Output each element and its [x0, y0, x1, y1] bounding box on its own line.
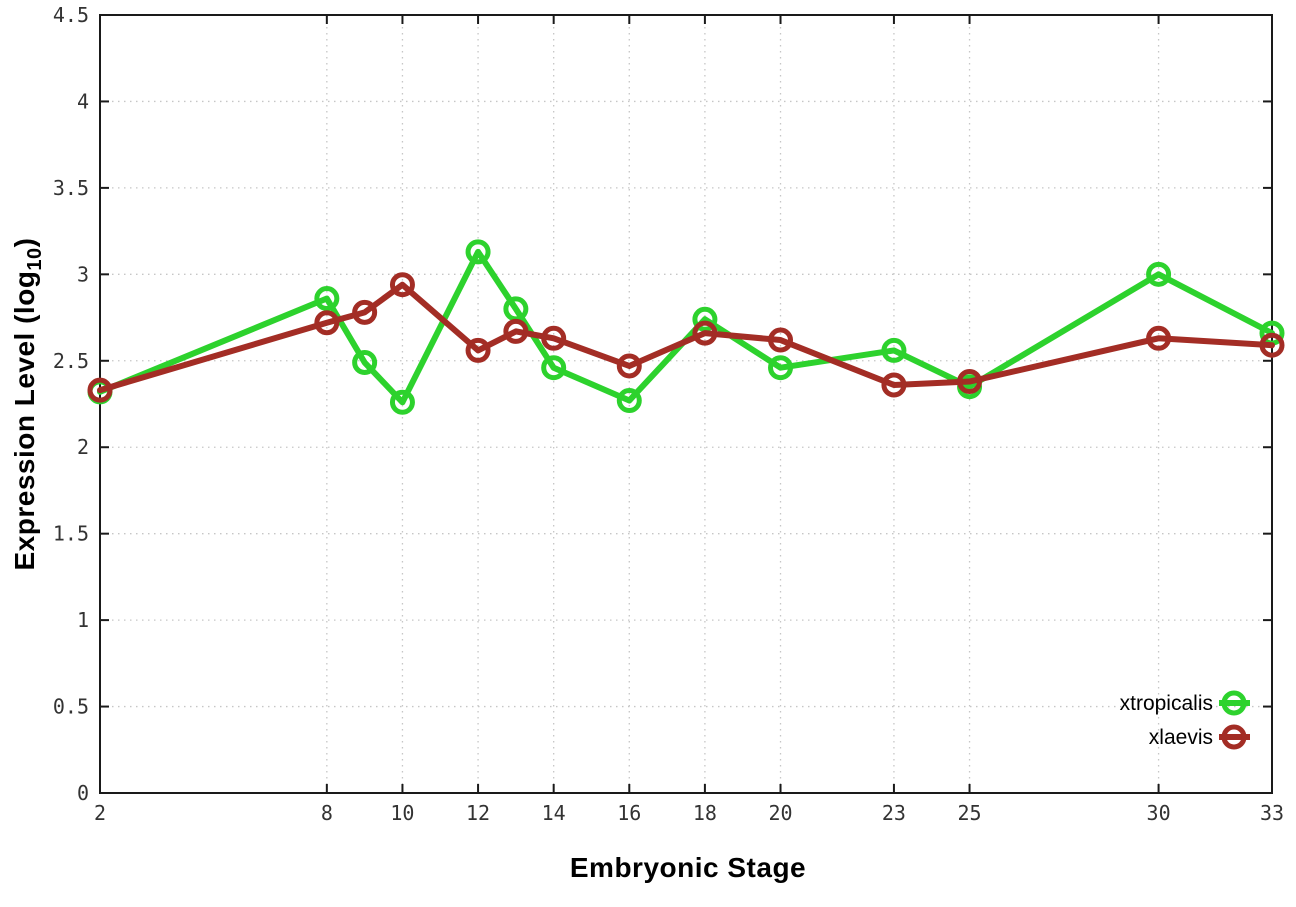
data-marker-xlaevis	[389, 272, 415, 298]
y-tick-label: 3	[77, 262, 89, 286]
x-tick-label: 12	[466, 801, 490, 825]
legend-label-xlaevis: xlaevis	[1149, 726, 1213, 749]
data-marker-xtropicalis	[314, 286, 340, 312]
data-marker-xlaevis	[1259, 332, 1285, 358]
data-marker-xlaevis	[692, 320, 718, 346]
data-marker-xlaevis	[352, 299, 378, 325]
data-marker-xtropicalis	[881, 337, 907, 363]
x-tick-label: 30	[1147, 801, 1171, 825]
y-axis-title-subscript: 10	[23, 247, 46, 271]
x-tick-label: 18	[693, 801, 717, 825]
data-marker-xtropicalis	[465, 239, 491, 265]
legend-marker-xtropicalis	[1221, 690, 1247, 716]
data-marker-xlaevis	[465, 337, 491, 363]
data-marker-xtropicalis	[541, 355, 567, 381]
data-marker-xlaevis	[881, 372, 907, 398]
x-axis-title: Embryonic Stage	[569, 852, 807, 883]
y-tick-label: 4	[77, 89, 89, 113]
y-tick-label: 1.5	[53, 522, 89, 546]
x-tick-label: 2	[94, 801, 106, 825]
data-marker-xtropicalis	[768, 355, 794, 381]
y-tick-label: 0.5	[53, 695, 89, 719]
data-marker-xlaevis	[87, 377, 113, 403]
data-marker-xlaevis	[503, 318, 529, 344]
y-axis-title: Expression Level (log10)	[9, 238, 47, 571]
data-marker-xtropicalis	[692, 306, 718, 332]
x-tick-label: 33	[1260, 801, 1284, 825]
data-marker-xlaevis	[541, 325, 567, 351]
x-tick-label: 25	[958, 801, 982, 825]
y-tick-label: 4.5	[53, 3, 89, 27]
data-marker-xtropicalis	[616, 388, 642, 414]
data-marker-xtropicalis	[352, 350, 378, 376]
data-marker-xlaevis	[768, 327, 794, 353]
x-tick-label: 23	[882, 801, 906, 825]
y-tick-label: 0	[77, 781, 89, 805]
data-marker-xtropicalis	[389, 389, 415, 415]
x-tick-label: 8	[321, 801, 333, 825]
y-tick-label: 2.5	[53, 349, 89, 373]
data-marker-xlaevis	[616, 353, 642, 379]
x-tick-label: 10	[390, 801, 414, 825]
data-marker-xlaevis	[314, 310, 340, 336]
legend-marker-xlaevis	[1221, 724, 1247, 750]
y-tick-label: 1	[77, 608, 89, 632]
x-tick-label: 20	[768, 801, 792, 825]
plot-border	[99, 14, 1273, 794]
y-tick-label: 3.5	[53, 176, 89, 200]
data-marker-xtropicalis	[1146, 261, 1172, 287]
legend-label-xtropicalis: xtropicalis	[1120, 692, 1213, 715]
x-tick-label: 16	[617, 801, 641, 825]
x-tick-label: 14	[542, 801, 566, 825]
data-marker-xlaevis	[1146, 325, 1172, 351]
y-axis-title-suffix: )	[9, 237, 41, 248]
data-marker-xlaevis	[957, 369, 983, 395]
y-axis-title-text: Expression Level (log	[9, 270, 41, 571]
y-tick-label: 2	[77, 435, 89, 459]
